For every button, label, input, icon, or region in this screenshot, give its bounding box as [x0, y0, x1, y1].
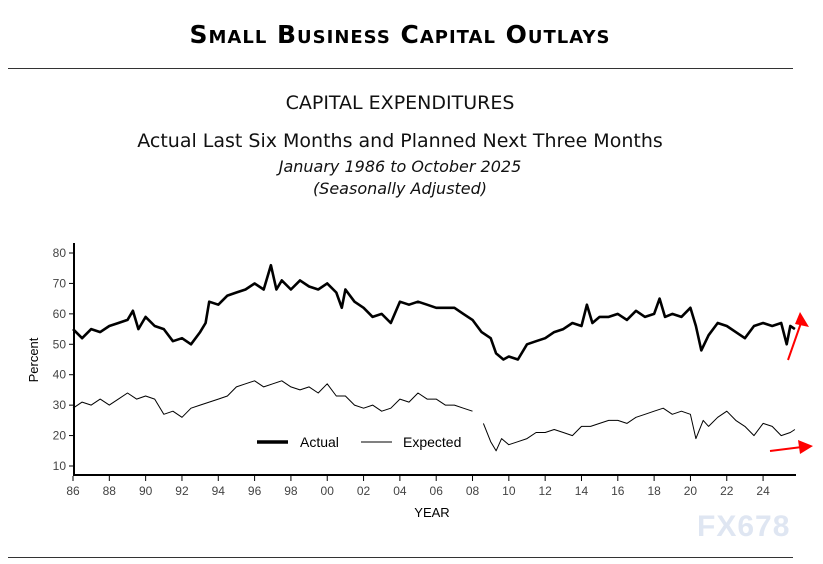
chart-subtitle: Actual Last Six Months and Planned Next …	[137, 130, 663, 152]
chart-date-range: January 1986 to October 2025	[278, 157, 522, 176]
x-axis-label: YEAR	[414, 505, 449, 520]
y-tick-label: 80	[53, 246, 67, 260]
x-tick-label: 22	[720, 484, 734, 498]
y-tick-label: 10	[53, 459, 67, 473]
x-tick-label: 92	[175, 484, 189, 498]
y-tick-label: 60	[53, 307, 67, 321]
y-tick-label: 20	[53, 429, 67, 443]
x-tick-label: 02	[357, 484, 371, 498]
x-tick-label: 96	[248, 484, 262, 498]
red-arrow-right-shaft	[769, 446, 803, 452]
x-tick-label: 20	[684, 484, 698, 498]
x-tick-label: 04	[393, 484, 407, 498]
legend-label-expected: Expected	[403, 434, 461, 450]
x-tick-label: 08	[466, 484, 480, 498]
red-arrow-up-icon	[795, 312, 809, 327]
x-tick-label: 24	[756, 484, 770, 498]
x-tick-label: 14	[575, 484, 589, 498]
x-tick-label: 94	[212, 484, 226, 498]
x-tick-label: 06	[430, 484, 444, 498]
x-tick-label: 88	[103, 484, 117, 498]
x-tick-label: 10	[502, 484, 516, 498]
watermark: FX678	[697, 510, 791, 543]
red-arrow-up-shaft	[787, 319, 803, 361]
y-tick-label: 70	[53, 276, 67, 290]
x-tick-label: 90	[139, 484, 153, 498]
x-tick-label: 86	[66, 484, 80, 498]
y-tick-label: 50	[53, 337, 67, 351]
x-tick-label: 12	[538, 484, 552, 498]
chart-title: CAPITAL EXPENDITURES	[285, 92, 515, 114]
x-tick-label: 16	[611, 484, 625, 498]
y-axis-label: Percent	[26, 337, 41, 382]
page-title: Small Business Capital Outlays	[189, 20, 611, 49]
y-tick-label: 30	[53, 398, 67, 412]
x-tick-label: 98	[284, 484, 298, 498]
top-divider	[8, 68, 793, 69]
y-tick-label: 40	[53, 368, 67, 382]
x-tick-label: 18	[647, 484, 661, 498]
bottom-divider	[8, 557, 793, 558]
red-arrow-right-icon	[798, 440, 813, 454]
legend-label-actual: Actual	[300, 434, 339, 450]
series-line-actual	[72, 263, 796, 361]
chart-note: (Seasonally Adjusted)	[312, 179, 488, 198]
x-tick-label: 00	[321, 484, 335, 498]
series-line-expected	[72, 380, 796, 452]
